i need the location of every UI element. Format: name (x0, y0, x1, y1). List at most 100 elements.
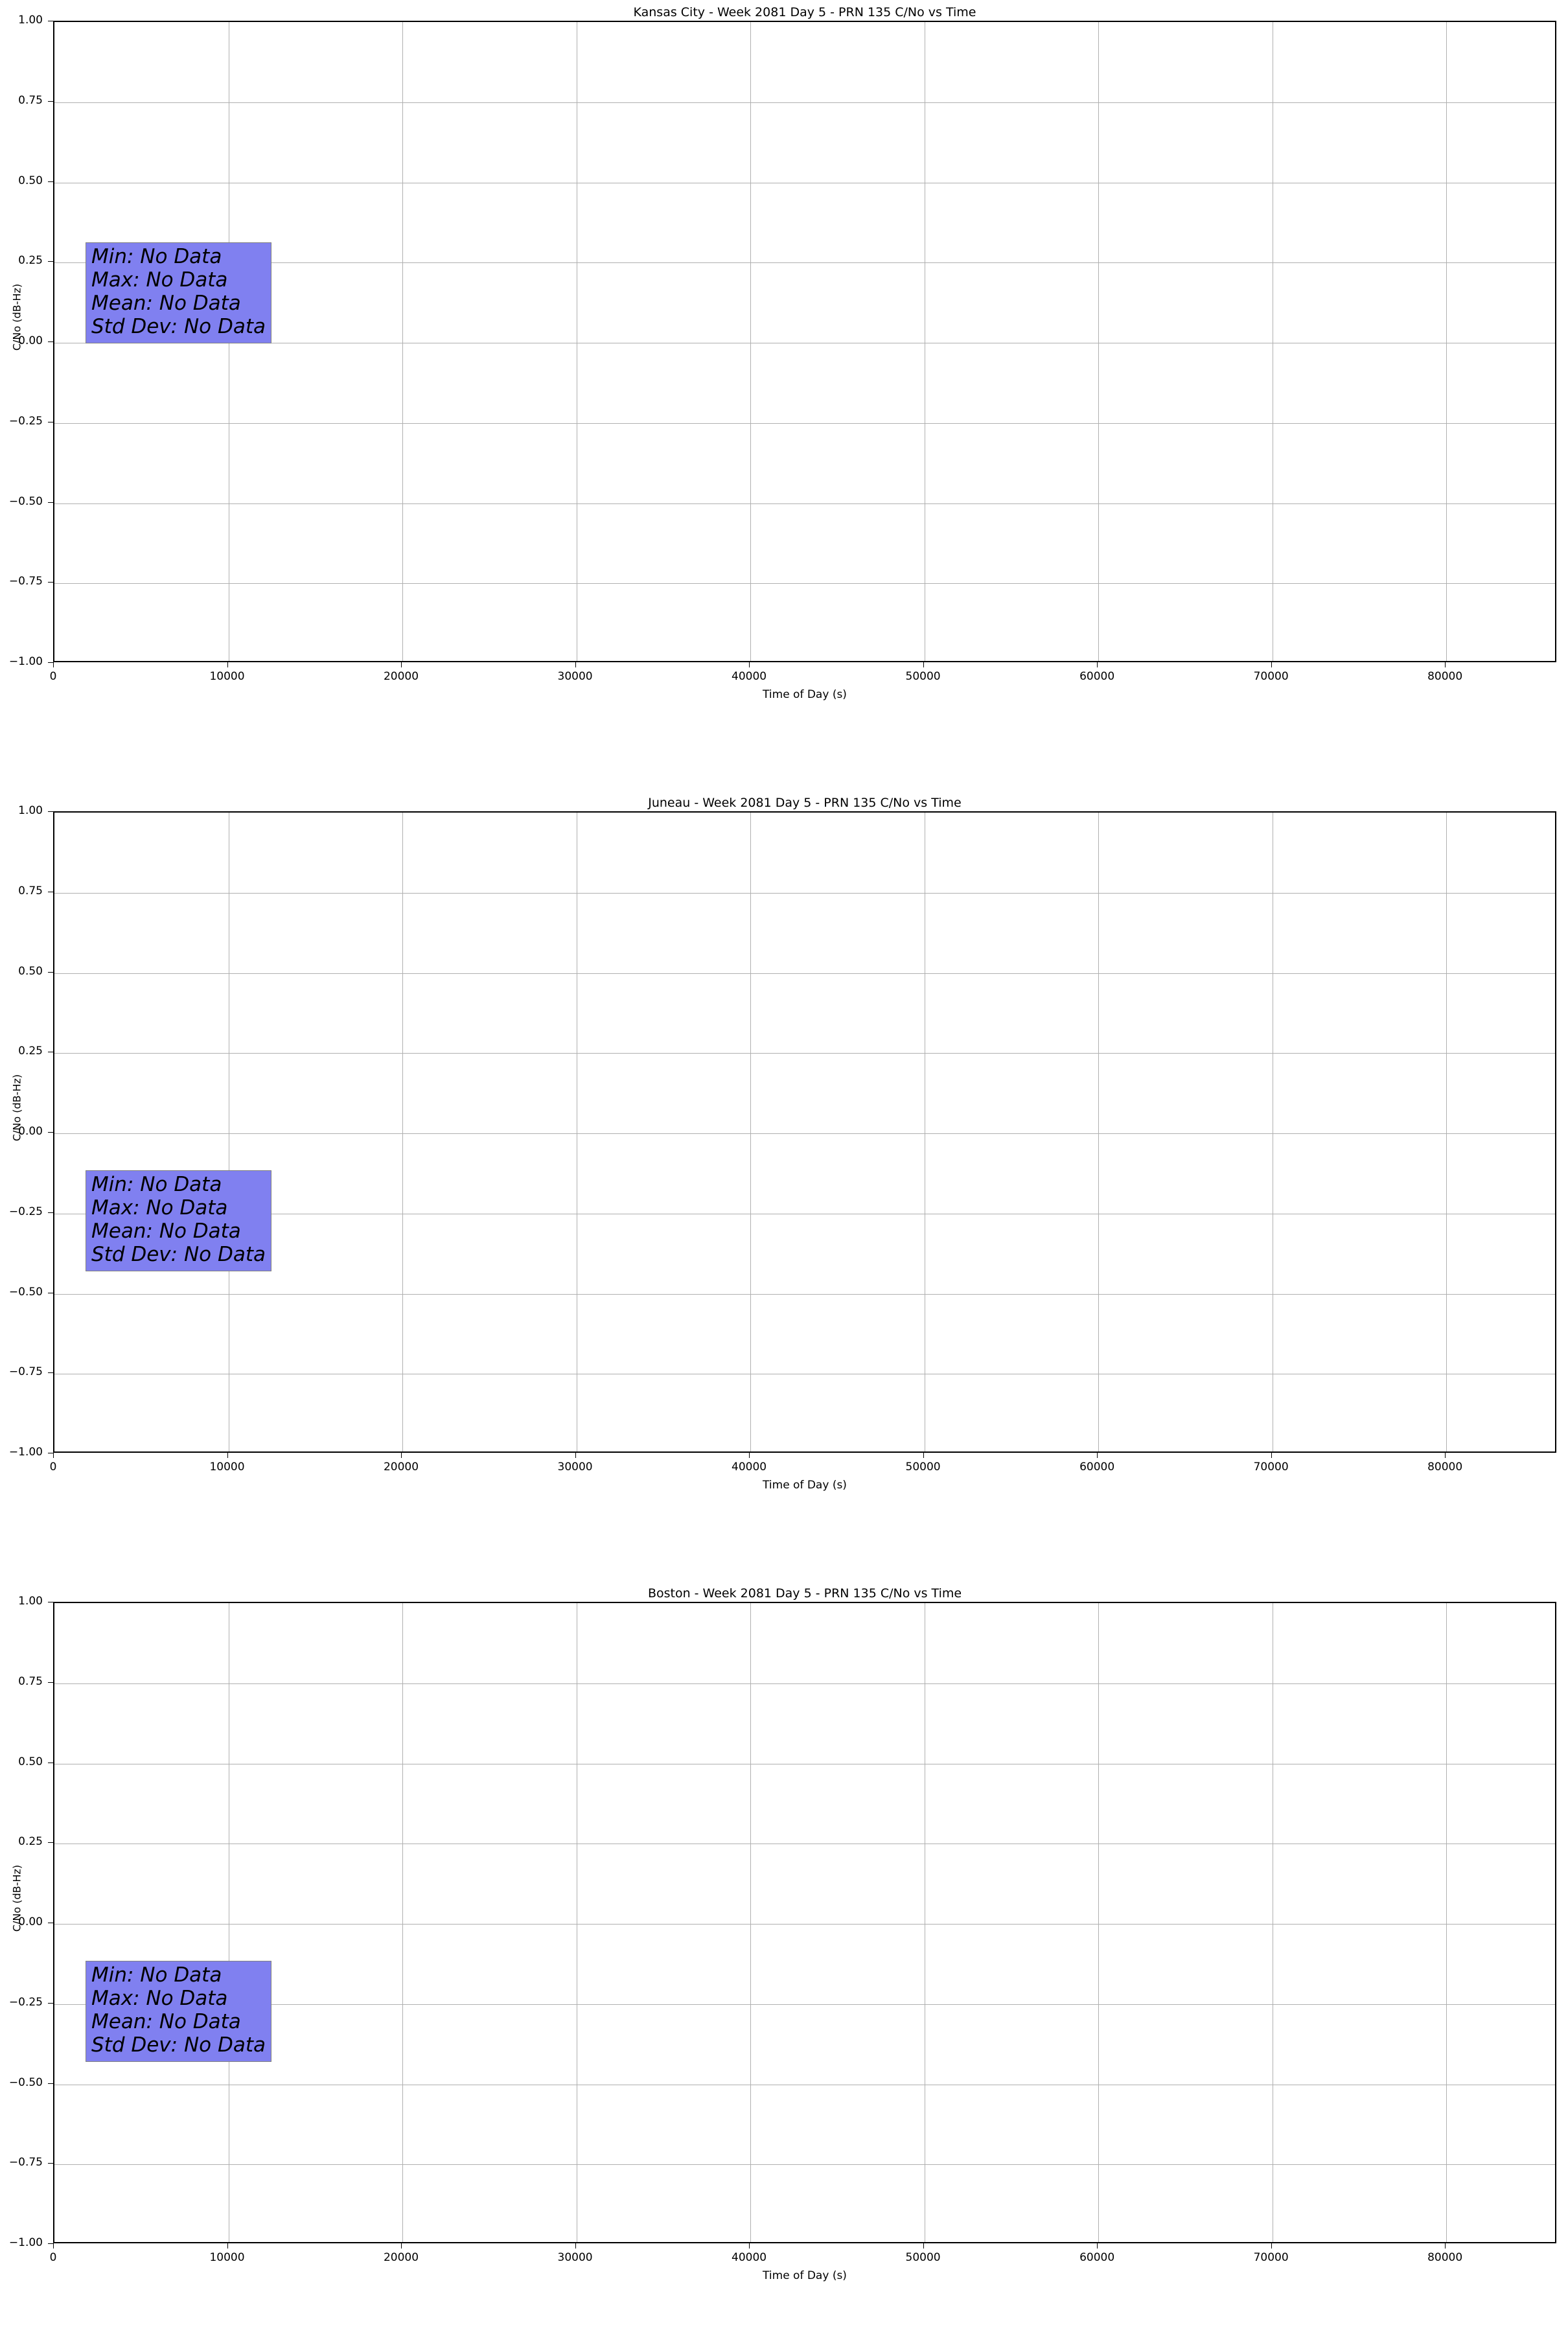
x-tick-mark (923, 662, 924, 667)
stats-min: Min: No Data (91, 1173, 222, 1196)
gridline-vertical (750, 22, 752, 661)
gridline-horizontal (54, 1133, 1555, 1134)
stats-max: Max: No Data (91, 1986, 228, 2010)
y-tick-mark (48, 582, 53, 583)
x-tick-mark (575, 2243, 576, 2249)
y-tick-mark (48, 181, 53, 182)
x-tick-label: 70000 (1253, 1461, 1289, 1474)
x-tick-mark (749, 662, 750, 667)
y-tick-mark (48, 2243, 53, 2244)
x-tick-mark (923, 1453, 924, 1458)
stats-annotation-box: Min: No Data Max: No Data Mean: No Data … (86, 242, 271, 343)
x-tick-label: 20000 (383, 670, 419, 683)
gridline-vertical (1098, 1603, 1100, 2242)
y-tick-label: −0.25 (8, 1205, 43, 1218)
x-tick-mark (1097, 662, 1098, 667)
y-tick-mark (48, 341, 53, 342)
y-tick-label: 0.00 (18, 334, 43, 347)
y-tick-mark (48, 1212, 53, 1213)
gridline-horizontal (54, 973, 1555, 974)
gridline-vertical (1446, 1603, 1447, 2242)
x-tick-label: 0 (49, 670, 57, 683)
plot-area: Min: No Data Max: No Data Mean: No Data … (53, 1602, 1556, 2243)
x-tick-label: 10000 (209, 1461, 245, 1474)
y-tick-mark (48, 1372, 53, 1374)
chart-panel-kansas-city: Kansas City - Week 2081 Day 5 - PRN 135 … (0, 0, 1568, 766)
x-tick-label: 40000 (732, 1461, 767, 1474)
stats-std: Std Dev: No Data (91, 1242, 266, 1266)
x-tick-mark (1271, 2243, 1272, 2249)
x-tick-label: 20000 (383, 2251, 419, 2264)
x-tick-label: 80000 (1427, 670, 1463, 683)
x-tick-mark (749, 1453, 750, 1458)
x-tick-label: 20000 (383, 1461, 419, 1474)
x-tick-label: 10000 (209, 670, 245, 683)
y-tick-label: 0.50 (18, 1755, 43, 1768)
stats-max: Max: No Data (91, 268, 228, 292)
y-tick-label: −1.00 (8, 2236, 43, 2249)
y-tick-label: 0.25 (18, 254, 43, 268)
x-tick-label: 50000 (905, 2251, 941, 2264)
y-tick-label: 1.00 (18, 804, 43, 817)
y-tick-label: 1.00 (18, 1595, 43, 1608)
y-tick-label: −0.25 (8, 1995, 43, 2009)
y-tick-label: −0.75 (8, 575, 43, 588)
y-axis-label: C/No (dB-Hz) (10, 283, 23, 351)
x-tick-mark (401, 1453, 402, 1458)
x-tick-mark (53, 2243, 54, 2249)
gridline-horizontal (54, 422, 1555, 424)
y-axis-label: C/No (dB-Hz) (10, 1864, 23, 1932)
stats-mean: Mean: No Data (91, 291, 241, 315)
x-axis-label: Time of Day (s) (763, 2269, 847, 2282)
y-tick-mark (48, 662, 53, 663)
x-tick-label: 0 (49, 1461, 57, 1474)
x-tick-label: 60000 (1079, 2251, 1115, 2264)
x-tick-mark (575, 1453, 576, 1458)
y-tick-mark (48, 971, 53, 973)
gridline-horizontal (54, 892, 1555, 894)
plot-area: Min: No Data Max: No Data Mean: No Data … (53, 21, 1556, 662)
gridline-horizontal (54, 1053, 1555, 1054)
y-tick-label: 0.25 (18, 1835, 43, 1849)
x-tick-mark (401, 2243, 402, 2249)
x-tick-mark (227, 2243, 228, 2249)
y-tick-mark (48, 502, 53, 503)
y-tick-label: 1.00 (18, 14, 43, 27)
x-tick-label: 80000 (1427, 1461, 1463, 1474)
x-tick-mark (53, 1453, 54, 1458)
y-tick-label: 0.75 (18, 93, 43, 107)
y-tick-label: 0.50 (18, 964, 43, 978)
x-tick-mark (575, 662, 576, 667)
gridline-vertical (1098, 22, 1100, 661)
gridline-vertical (1098, 813, 1100, 1451)
x-tick-label: 30000 (557, 1461, 593, 1474)
x-tick-label: 70000 (1253, 670, 1289, 683)
x-tick-label: 40000 (732, 2251, 767, 2264)
gridline-vertical (402, 813, 404, 1451)
y-tick-label: −0.75 (8, 1365, 43, 1379)
y-tick-label: −0.75 (8, 2156, 43, 2169)
y-tick-label: 0.00 (18, 1915, 43, 1928)
x-tick-label: 80000 (1427, 2251, 1463, 2264)
y-tick-mark (48, 2163, 53, 2164)
y-axis-label: C/No (dB-Hz) (10, 1074, 23, 1142)
chart-title: Kansas City - Week 2081 Day 5 - PRN 135 … (633, 5, 976, 19)
y-tick-label: −0.50 (8, 1285, 43, 1299)
y-tick-label: 0.75 (18, 1674, 43, 1688)
y-tick-label: 0.25 (18, 1045, 43, 1058)
y-tick-mark (48, 2002, 53, 2004)
x-tick-mark (1271, 662, 1272, 667)
x-tick-mark (1445, 2243, 1446, 2249)
x-tick-mark (749, 2243, 750, 2249)
gridline-vertical (750, 813, 752, 1451)
stats-std: Std Dev: No Data (91, 2033, 266, 2057)
chart-title: Juneau - Week 2081 Day 5 - PRN 135 C/No … (648, 796, 962, 810)
x-tick-mark (1271, 1453, 1272, 1458)
x-tick-mark (923, 2243, 924, 2249)
x-tick-label: 0 (49, 2251, 57, 2264)
plot-area: Min: No Data Max: No Data Mean: No Data … (53, 811, 1556, 1453)
x-axis-label: Time of Day (s) (763, 688, 847, 701)
x-tick-mark (53, 662, 54, 667)
y-tick-mark (48, 100, 53, 102)
stats-annotation-box: Min: No Data Max: No Data Mean: No Data … (86, 1961, 271, 2062)
